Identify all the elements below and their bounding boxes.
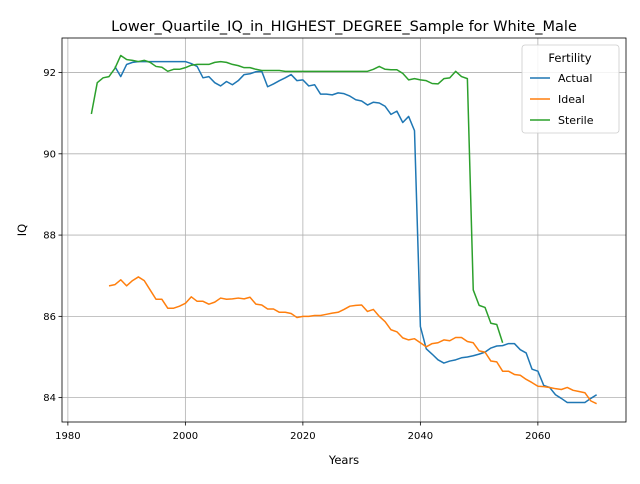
x-tick-label: 2020 bbox=[290, 431, 315, 442]
x-axis-label: Years bbox=[328, 453, 359, 467]
series-line-ideal bbox=[108, 276, 597, 405]
x-tick-label: 2060 bbox=[525, 431, 550, 442]
x-tick-label: 2040 bbox=[408, 431, 433, 442]
plot-frame bbox=[61, 37, 627, 423]
y-tick-label: 92 bbox=[43, 68, 56, 79]
series-line-actual bbox=[114, 60, 598, 404]
legend-items: Actual Ideal Sterile bbox=[530, 72, 594, 127]
legend-box bbox=[521, 44, 620, 134]
legend-label-sterile: Sterile bbox=[558, 114, 594, 127]
x-tick-label: 2000 bbox=[173, 431, 198, 442]
axis-ticks: 1980 2000 2020 2040 2060 84 86 88 90 92 bbox=[43, 68, 550, 442]
chart-title: Lower_Quartile_IQ_in_HIGHEST_DEGREE_Samp… bbox=[111, 19, 577, 35]
legend-label-ideal: Ideal bbox=[558, 93, 585, 106]
y-tick-label: 90 bbox=[43, 149, 56, 160]
legend-label-actual: Actual bbox=[558, 72, 592, 85]
x-tick-label: 1980 bbox=[55, 431, 80, 442]
series-line-sterile bbox=[90, 54, 504, 343]
legend-title: Fertility bbox=[548, 51, 591, 65]
y-tick-label: 86 bbox=[43, 312, 56, 323]
series-lines bbox=[90, 54, 598, 405]
y-axis-label: IQ bbox=[15, 224, 29, 236]
y-tick-label: 88 bbox=[43, 231, 56, 242]
legend: Fertility Actual Ideal Sterile bbox=[521, 44, 620, 134]
y-tick-label: 84 bbox=[43, 393, 56, 404]
